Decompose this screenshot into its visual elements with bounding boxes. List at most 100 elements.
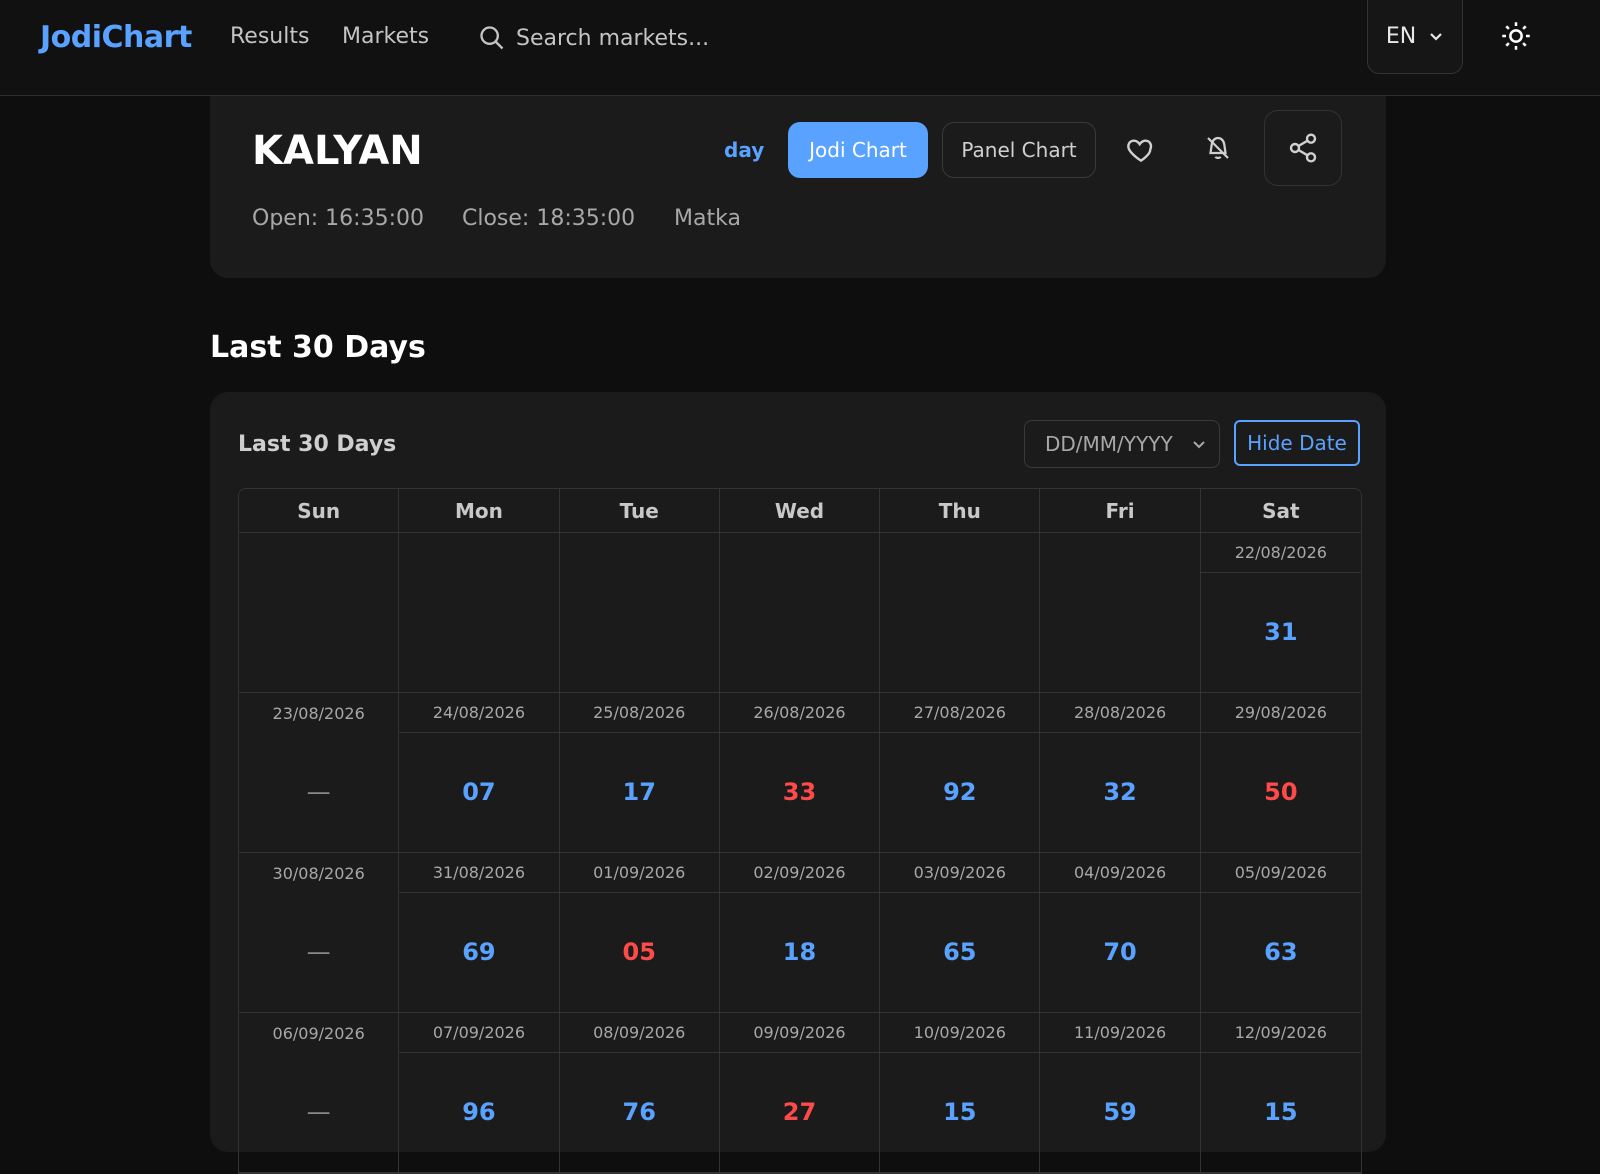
- day-link[interactable]: day: [724, 138, 765, 162]
- language-value: EN: [1385, 24, 1417, 49]
- day-cell: 24/08/2026 07: [399, 693, 560, 852]
- jodi-value: —: [306, 938, 331, 966]
- week-row: 30/08/2026 — 31/08/2026 69 01/09/2026 05 02/09…: [239, 853, 1361, 1013]
- nav-markets-link[interactable]: Markets: [342, 24, 430, 49]
- cell-date: 25/08/2026: [559, 693, 719, 733]
- cell-date: 28/08/2026: [1040, 693, 1200, 733]
- jodi-value: 27: [782, 1098, 817, 1126]
- top-navigation: JodiChart Results Markets EN: [0, 0, 1600, 96]
- jodi-value: 17: [622, 778, 656, 806]
- cell-date: 24/08/2026: [399, 693, 559, 733]
- market-header-card: KALYAN Open: 16:35:00 Close: 18:35:00 Ma…: [210, 96, 1386, 278]
- search-icon: [480, 26, 504, 50]
- weekday-tue: Tue: [560, 489, 720, 532]
- day-cell: 10/09/2026 15: [880, 1013, 1041, 1172]
- cell-date: 29/08/2026: [1200, 693, 1361, 733]
- day-cell: [880, 533, 1041, 692]
- weekday-header: Sun Mon Tue Wed Thu Fri Sat: [239, 489, 1361, 533]
- open-time: Open: 16:35:00: [252, 206, 424, 231]
- brand-logo[interactable]: JodiChart: [40, 20, 192, 55]
- jodi-value: 18: [782, 938, 817, 966]
- day-cell: 27/08/2026 92: [880, 693, 1041, 852]
- day-cell: 02/09/2026 18: [719, 853, 881, 1012]
- cell-date: 06/09/2026: [272, 1023, 365, 1043]
- weeks-container: 22/08/2026 31 23/08/2026 — 24/08/2026 07 25/08…: [239, 533, 1361, 1173]
- cell-date: 03/09/2026: [880, 853, 1040, 893]
- jodi-value: 15: [943, 1098, 977, 1126]
- cell-date: 31/08/2026: [399, 853, 559, 893]
- day-cell: [399, 533, 560, 692]
- market-title: KALYAN: [252, 128, 423, 174]
- day-cell: [720, 533, 881, 692]
- jodi-value: 76: [622, 1098, 656, 1126]
- cell-date: 10/09/2026: [880, 1013, 1040, 1053]
- day-cell: 26/08/2026 33: [719, 693, 881, 852]
- favorite-button[interactable]: [1121, 130, 1161, 170]
- cell-date: 11/09/2026: [1040, 1013, 1200, 1053]
- cell-date: 05/09/2026: [1200, 853, 1361, 893]
- cell-date: 27/08/2026: [880, 693, 1040, 733]
- week-row: 23/08/2026 — 24/08/2026 07 25/08/2026 17 26/08…: [239, 693, 1361, 853]
- language-select[interactable]: EN: [1367, 0, 1463, 74]
- day-cell: 23/08/2026 —: [239, 693, 400, 852]
- weekday-wed: Wed: [720, 489, 881, 532]
- weekday-mon: Mon: [399, 489, 560, 532]
- weekday-sat: Sat: [1262, 498, 1300, 523]
- share-button[interactable]: [1264, 110, 1342, 186]
- section-heading: Last 30 Days: [210, 330, 426, 365]
- jodi-value: 05: [622, 938, 656, 966]
- day-cell: 04/09/2026 70: [1040, 853, 1201, 1012]
- close-time: Close: 18:35:00: [462, 206, 636, 231]
- day-cell: 03/09/2026 65: [880, 853, 1041, 1012]
- jodi-value: 59: [1103, 1098, 1137, 1126]
- sun-icon: [1502, 22, 1530, 50]
- cell-date: 07/09/2026: [399, 1013, 559, 1053]
- weekday-fri: Fri: [1040, 489, 1201, 532]
- panel-chart-button[interactable]: Panel Chart: [942, 122, 1096, 178]
- week-row: 06/09/2026 — 07/09/2026 96 08/09/2026 76 09/09…: [239, 1013, 1361, 1173]
- day-cell: 06/09/2026 —: [239, 1013, 400, 1172]
- cell-date: 12/09/2026: [1200, 1013, 1361, 1053]
- day-cell: 30/08/2026 —: [239, 853, 400, 1012]
- weekday-sun: Sun: [239, 489, 400, 532]
- search-bar: [478, 18, 998, 58]
- cell-date: 09/09/2026: [719, 1013, 880, 1053]
- day-cell: [560, 533, 720, 692]
- jodi-value: 92: [943, 778, 977, 806]
- chart-card-title: Last 30 Days: [238, 432, 397, 457]
- day-cell: 25/08/2026 17: [559, 693, 720, 852]
- week-row: 22/08/2026 31: [239, 533, 1361, 693]
- hide-date-button[interactable]: Hide Date: [1234, 420, 1360, 466]
- cell-date: 02/09/2026: [719, 853, 880, 893]
- date-format-select[interactable]: DD/MM/YYYY: [1024, 420, 1220, 468]
- jodi-value: 96: [462, 1098, 496, 1126]
- day-cell: 29/08/2026 50: [1200, 693, 1361, 852]
- jodi-value: 63: [1264, 938, 1298, 966]
- day-cell: 08/09/2026 76: [559, 1013, 720, 1172]
- jodi-chart-button[interactable]: Jodi Chart: [788, 122, 928, 178]
- search-input[interactable]: [516, 25, 976, 51]
- jodi-value: 32: [1103, 778, 1137, 806]
- bell-off-icon: [1207, 136, 1229, 159]
- jodi-value: 07: [462, 778, 496, 806]
- day-cell: 05/09/2026 63: [1200, 853, 1361, 1012]
- day-cell: 01/09/2026 05: [559, 853, 720, 1012]
- jodi-value: 65: [943, 938, 977, 966]
- weekday-thu: Thu: [880, 489, 1041, 532]
- notification-toggle[interactable]: [1198, 128, 1238, 168]
- jodi-value: —: [306, 778, 331, 806]
- cell-date: 22/08/2026: [1200, 533, 1361, 573]
- day-cell: 31/08/2026 69: [399, 853, 560, 1012]
- cell-date: 23/08/2026: [272, 703, 365, 723]
- day-cell: 22/08/2026 31: [1200, 533, 1361, 692]
- day-cell: 28/08/2026 32: [1040, 693, 1201, 852]
- jodi-value: 31: [1264, 618, 1298, 646]
- day-cell: 07/09/2026 96: [399, 1013, 560, 1172]
- jodi-value: 15: [1264, 1098, 1298, 1126]
- jodi-value: —: [306, 1098, 331, 1126]
- theme-toggle[interactable]: [1498, 18, 1534, 54]
- nav-results-link[interactable]: Results: [230, 24, 310, 49]
- day-cell: [239, 533, 400, 692]
- cell-date: 26/08/2026: [719, 693, 880, 733]
- jodi-calendar-grid: Sun Mon Tue Wed Thu Fri Sat 22/08/2026 31 23/08/…: [238, 488, 1362, 1174]
